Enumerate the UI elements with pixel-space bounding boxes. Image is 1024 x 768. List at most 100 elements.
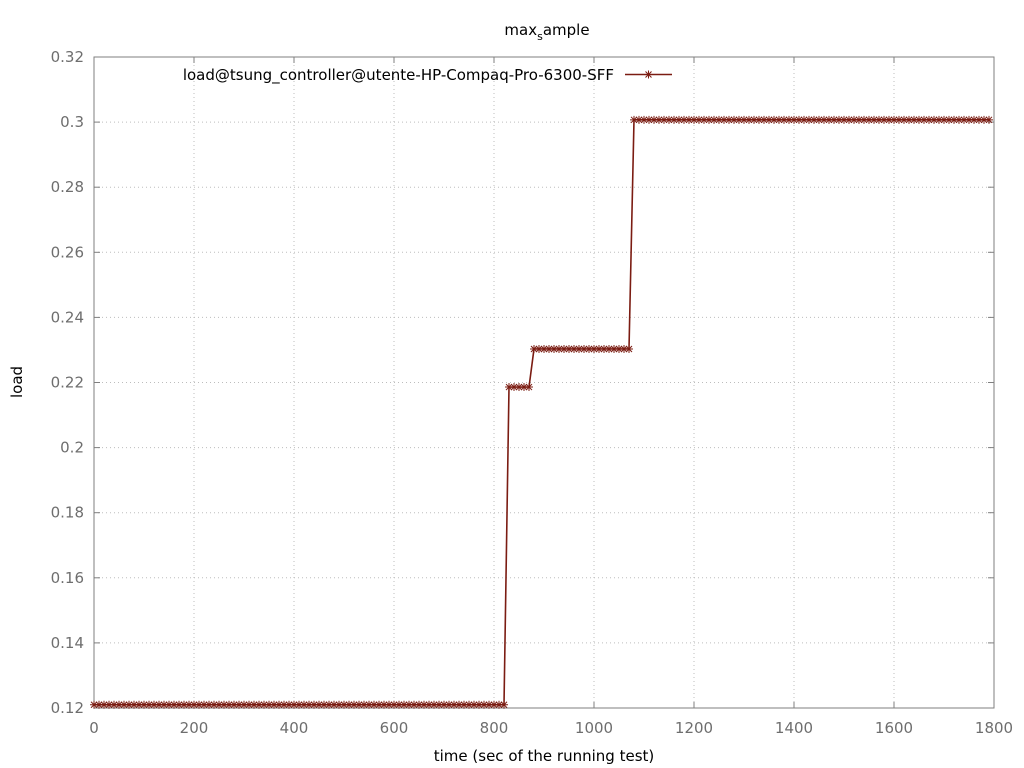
data-point — [270, 700, 278, 709]
data-point — [575, 344, 583, 353]
data-point — [785, 115, 793, 124]
x-axis-title: time (sec of the running test) — [434, 747, 655, 765]
data-point — [190, 700, 198, 709]
data-point — [925, 115, 933, 124]
data-point — [685, 115, 693, 124]
data-point — [540, 344, 548, 353]
data-point — [755, 115, 763, 124]
data-point — [805, 115, 813, 124]
data-point — [290, 700, 298, 709]
data-point — [730, 115, 738, 124]
x-tick-label: 600 — [380, 719, 409, 737]
data-point — [240, 700, 248, 709]
data-point — [825, 115, 833, 124]
data-point — [310, 700, 318, 709]
data-point — [120, 700, 128, 709]
data-point — [420, 700, 428, 709]
data-point — [610, 344, 618, 353]
data-point — [350, 700, 358, 709]
data-point — [555, 344, 563, 353]
data-point — [565, 344, 573, 353]
x-tick-label: 1600 — [875, 719, 913, 737]
data-point — [180, 700, 188, 709]
data-point — [280, 700, 288, 709]
data-point — [845, 115, 853, 124]
data-point — [390, 700, 398, 709]
data-point — [715, 115, 723, 124]
data-point — [135, 700, 143, 709]
data-point — [245, 700, 253, 709]
data-point — [620, 344, 628, 353]
data-point — [660, 115, 668, 124]
chart-title-subscript: s — [537, 30, 543, 43]
data-point — [325, 700, 333, 709]
data-point — [735, 115, 743, 124]
data-point — [440, 700, 448, 709]
data-point — [480, 700, 488, 709]
data-point — [490, 700, 498, 709]
data-point — [295, 700, 303, 709]
series-line — [94, 119, 989, 706]
y-tick-label: 0.24 — [51, 308, 84, 326]
data-point — [585, 344, 593, 353]
data-point — [650, 115, 658, 124]
data-point — [500, 700, 508, 709]
data-point — [665, 115, 673, 124]
data-point — [130, 700, 138, 709]
data-point — [550, 344, 558, 353]
data-point — [900, 115, 908, 124]
data-point — [195, 700, 203, 709]
data-point — [605, 344, 613, 353]
x-tick-label: 1000 — [575, 719, 613, 737]
x-tick-label: 400 — [280, 719, 309, 737]
y-axis-title: load — [8, 366, 26, 398]
data-point — [940, 115, 948, 124]
data-point — [165, 700, 173, 709]
data-point — [765, 115, 773, 124]
data-point — [505, 383, 513, 392]
data-point — [800, 115, 808, 124]
legend-marker — [644, 70, 653, 79]
data-point — [450, 700, 458, 709]
data-point — [520, 383, 528, 392]
data-point — [465, 700, 473, 709]
data-point — [695, 115, 703, 124]
data-point — [745, 115, 753, 124]
data-point — [125, 700, 133, 709]
data-point — [430, 700, 438, 709]
data-point — [370, 700, 378, 709]
data-point — [815, 115, 823, 124]
data-point — [710, 115, 718, 124]
y-tick-label: 0.3 — [60, 113, 84, 131]
data-point — [235, 700, 243, 709]
data-point — [570, 344, 578, 353]
data-point — [330, 700, 338, 709]
data-point — [830, 115, 838, 124]
data-point — [525, 383, 533, 392]
chart-title: maxsample — [504, 21, 589, 43]
data-point — [740, 115, 748, 124]
data-point — [985, 115, 993, 124]
y-tick-label: 0.16 — [51, 569, 84, 587]
data-point — [655, 115, 663, 124]
axis-ticks: 0 200 400 600 800 1000 1200 1400 1600 1800 0.12 0.1… — [51, 48, 1014, 737]
data-point — [705, 115, 713, 124]
data-point — [335, 700, 343, 709]
data-point — [760, 115, 768, 124]
data-point — [345, 700, 353, 709]
data-point — [90, 700, 98, 709]
data-point — [145, 700, 153, 709]
data-point — [895, 115, 903, 124]
data-point — [690, 115, 698, 124]
data-point — [820, 115, 828, 124]
series-group — [90, 115, 993, 709]
data-point — [495, 700, 503, 709]
data-point — [965, 115, 973, 124]
x-tick-label: 800 — [480, 719, 509, 737]
data-point — [595, 344, 603, 353]
grid — [94, 57, 994, 708]
data-point — [780, 115, 788, 124]
data-point — [365, 700, 373, 709]
data-point — [945, 115, 953, 124]
data-point — [850, 115, 858, 124]
